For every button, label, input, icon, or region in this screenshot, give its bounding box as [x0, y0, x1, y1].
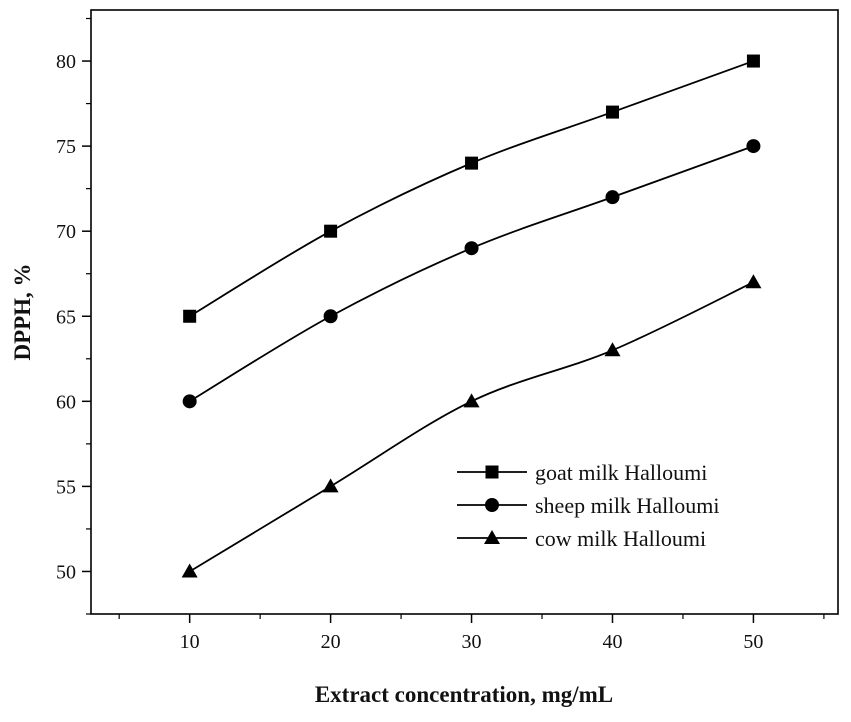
data-point — [463, 393, 480, 408]
legend-marker — [484, 530, 500, 544]
data-point — [464, 241, 479, 256]
data-point — [182, 394, 197, 409]
data-point — [604, 342, 621, 357]
x-tick-label: 40 — [602, 631, 622, 653]
data-point — [181, 563, 198, 578]
series-layer — [181, 54, 762, 578]
series-square — [183, 54, 760, 323]
y-tick-label: 80 — [56, 51, 76, 73]
legend-label: goat milk Halloumi — [535, 460, 707, 485]
y-tick-label: 60 — [56, 391, 76, 413]
legend-label: sheep milk Halloumi — [535, 493, 720, 518]
y-tick-label: 65 — [56, 306, 76, 328]
legend: goat milk Halloumi sheep milk Halloumi cow… — [457, 460, 720, 551]
data-point — [746, 139, 761, 154]
legend-item: sheep milk Halloumi — [457, 493, 720, 518]
x-tick-label: 30 — [462, 631, 482, 653]
data-point — [323, 309, 338, 324]
series-line — [189, 145, 754, 403]
data-point — [745, 274, 762, 289]
data-point — [183, 309, 197, 323]
series-triangle — [181, 274, 762, 578]
series-circle — [182, 139, 761, 409]
plot-frame — [90, 9, 839, 615]
x-tick-label: 10 — [180, 631, 200, 653]
axis-ticks: 10 20 30 40 50 50 55 60 65 70 75 80 — [56, 17, 825, 653]
data-point — [605, 190, 620, 205]
x-tick-label: 20 — [321, 631, 341, 653]
legend-label: cow milk Halloumi — [535, 526, 706, 551]
data-point — [465, 156, 479, 170]
y-tick-label: 50 — [56, 561, 76, 583]
x-tick-label: 50 — [743, 631, 763, 653]
data-point — [605, 105, 619, 119]
y-tick-label: 75 — [56, 136, 76, 158]
data-point — [746, 54, 760, 68]
legend-marker — [485, 465, 499, 479]
legend-item: goat milk Halloumi — [457, 460, 707, 485]
x-axis-title: Extract concentration, mg/mL — [315, 682, 613, 707]
y-tick-label: 55 — [56, 476, 76, 498]
legend-item: cow milk Halloumi — [457, 526, 706, 551]
data-point — [324, 224, 338, 238]
data-point — [322, 478, 339, 493]
series-line — [189, 60, 754, 318]
y-tick-label: 70 — [56, 221, 76, 243]
y-axis-title: DPPH, % — [10, 263, 35, 360]
legend-marker — [485, 498, 499, 512]
